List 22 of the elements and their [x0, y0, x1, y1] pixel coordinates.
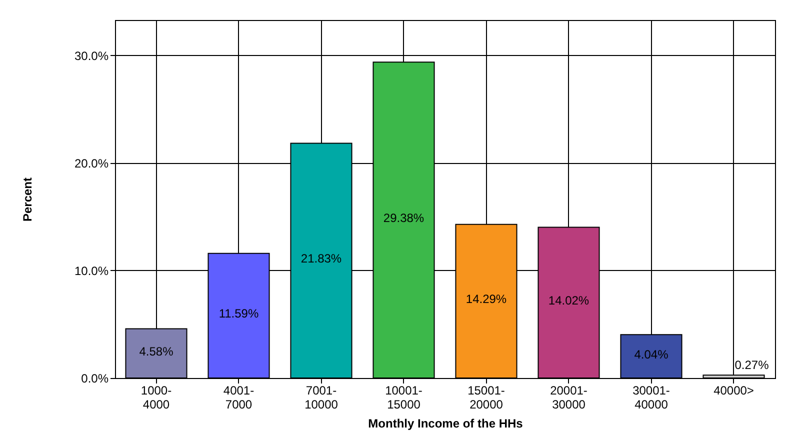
x-tick-label: 10001-15000	[385, 384, 422, 412]
x-tick-label: 1000-4000	[140, 384, 172, 412]
data-label: 14.02%	[548, 294, 590, 308]
data-label: 11.59%	[218, 306, 259, 321]
y-tick-label: 10.0%	[74, 264, 109, 278]
y-tick-label: 30.0%	[74, 48, 109, 63]
x-tick-label: 40000>	[714, 384, 754, 398]
data-label: 4.04%	[634, 347, 669, 362]
x-tick-label: 15001-20000	[468, 384, 505, 412]
y-axis-title: Percent	[20, 177, 34, 222]
data-label: 21.83%	[300, 252, 342, 266]
x-tick-label: 4001-7000	[223, 384, 254, 412]
data-label: 14.29%	[466, 292, 507, 306]
x-tick-label: 30001-40000	[632, 384, 670, 412]
y-tick-label: 0.0%	[81, 372, 109, 386]
data-label: 0.27%	[734, 358, 770, 372]
y-tick-label: 20.0%	[74, 156, 109, 170]
x-axis-title: Monthly Income of the HHs	[368, 416, 524, 430]
x-tick-label: 7001-10000	[304, 384, 338, 412]
data-label: 29.38%	[383, 211, 424, 226]
data-label: 4.58%	[139, 344, 174, 358]
x-tick-label: 20001-30000	[550, 384, 588, 412]
